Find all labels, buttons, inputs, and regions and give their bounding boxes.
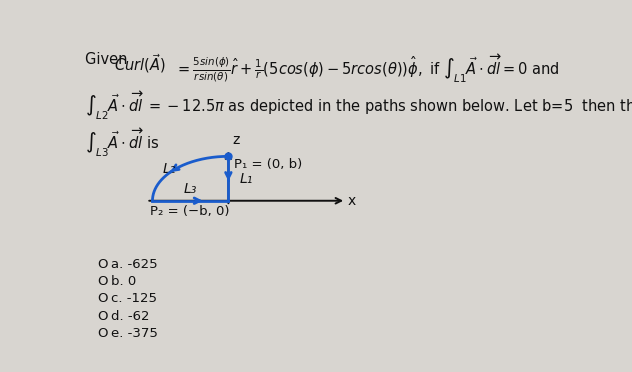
Text: $\int_{L3} \vec{A} \cdot \overrightarrow{dl}$ is: $\int_{L3} \vec{A} \cdot \overrightarrow… xyxy=(85,126,159,159)
Text: c. -125: c. -125 xyxy=(111,292,157,305)
Text: a. -625: a. -625 xyxy=(111,258,158,271)
Text: O: O xyxy=(97,292,108,305)
Text: $= \frac{5sin(\phi)}{rsin(\theta)}\hat{r} + \frac{1}{r}(5cos(\phi) - 5rcos(\thet: $= \frac{5sin(\phi)}{rsin(\theta)}\hat{r… xyxy=(174,52,559,84)
Text: O: O xyxy=(97,310,108,323)
Text: O: O xyxy=(97,275,108,288)
Text: $\int_{L2} \vec{A} \cdot \overrightarrow{dl}$ $= -12.5\pi$ as depicted in the pa: $\int_{L2} \vec{A} \cdot \overrightarrow… xyxy=(85,89,632,122)
Text: O: O xyxy=(97,327,108,340)
Text: P₁ = (0, b): P₁ = (0, b) xyxy=(234,158,303,171)
Text: L₃: L₃ xyxy=(184,182,197,196)
Text: P₂ = (−b, 0): P₂ = (−b, 0) xyxy=(150,205,229,218)
Text: b. 0: b. 0 xyxy=(111,275,137,288)
Text: e. -375: e. -375 xyxy=(111,327,158,340)
Text: Given: Given xyxy=(85,52,132,67)
Text: z: z xyxy=(233,134,240,147)
Text: d. -62: d. -62 xyxy=(111,310,150,323)
Text: L₂: L₂ xyxy=(162,162,176,176)
Text: O: O xyxy=(97,258,108,271)
Text: $\mathit{Curl}(\vec{A})$: $\mathit{Curl}(\vec{A})$ xyxy=(114,52,166,75)
Text: L₁: L₁ xyxy=(239,171,253,186)
Text: x: x xyxy=(348,194,356,208)
